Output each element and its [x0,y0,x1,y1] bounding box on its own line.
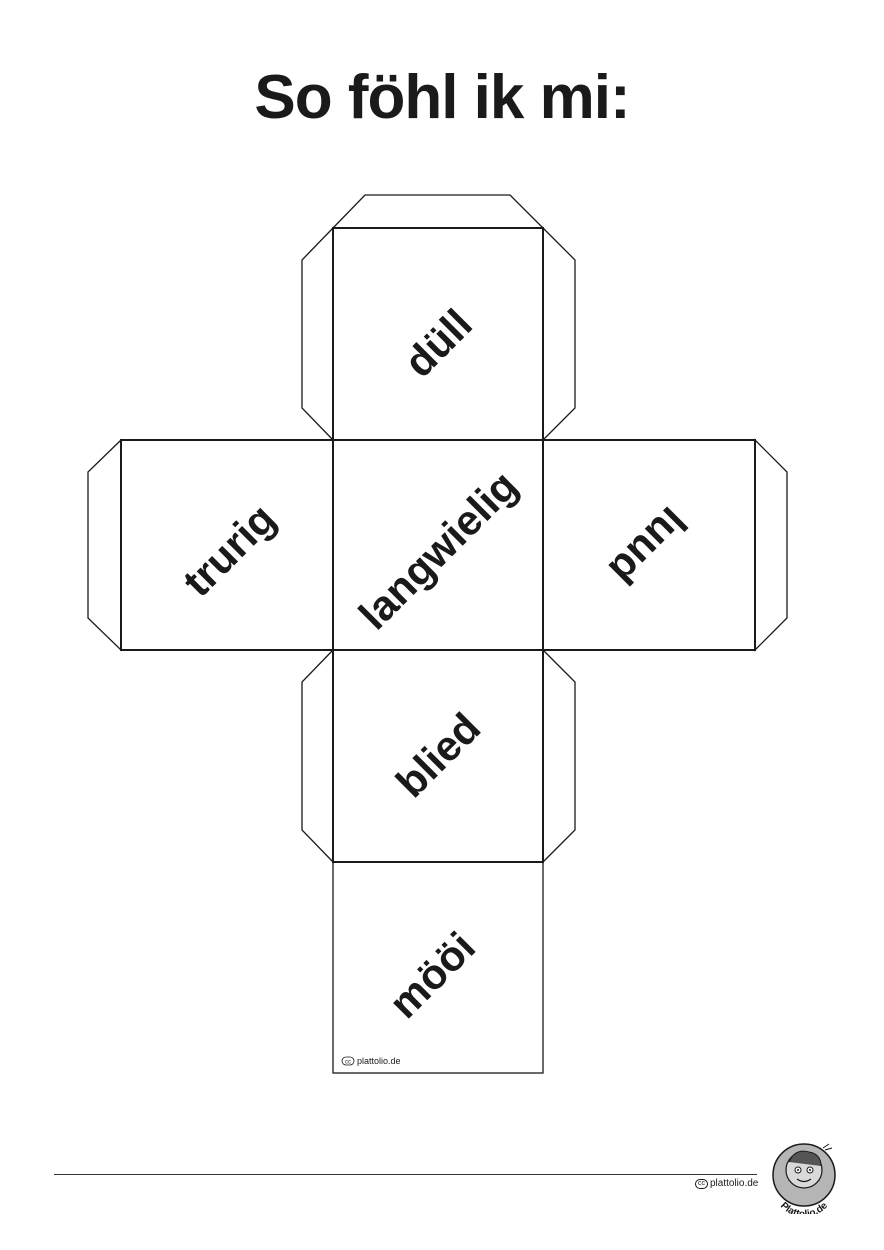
footer-credit-text: plattolio.de [710,1178,759,1189]
face-word-center: langwielig [350,462,527,639]
face-credit: plattolio.de [357,1056,401,1066]
glue-flap-left [87,438,122,652]
footer-divider [54,1174,757,1175]
cc-icon: cc [341,1056,355,1066]
svg-text:cc: cc [345,1060,351,1066]
face-word-left: trurig [174,495,285,606]
glue-flap-lower-left [301,648,334,864]
face-bottom [332,861,544,1074]
face-word-lower: blied [387,704,490,807]
glue-flap-top [331,194,545,229]
cc-icon: cc [695,1179,708,1189]
glue-flap-top-left [301,226,334,442]
glue-flap-right [754,438,788,652]
face-word-bottom: mööi [380,923,484,1027]
face-word-right: luud [600,498,696,594]
footer-credit: cc plattolio.de [695,1178,758,1189]
glue-flap-lower-right [542,648,576,864]
page-title: So föhl ik mi: [254,63,630,132]
glue-flap-top-right [542,226,576,442]
face-right [542,439,756,651]
face-word-top: düll [395,300,481,386]
plattolio-logo: Plattolio.de [772,1143,836,1214]
